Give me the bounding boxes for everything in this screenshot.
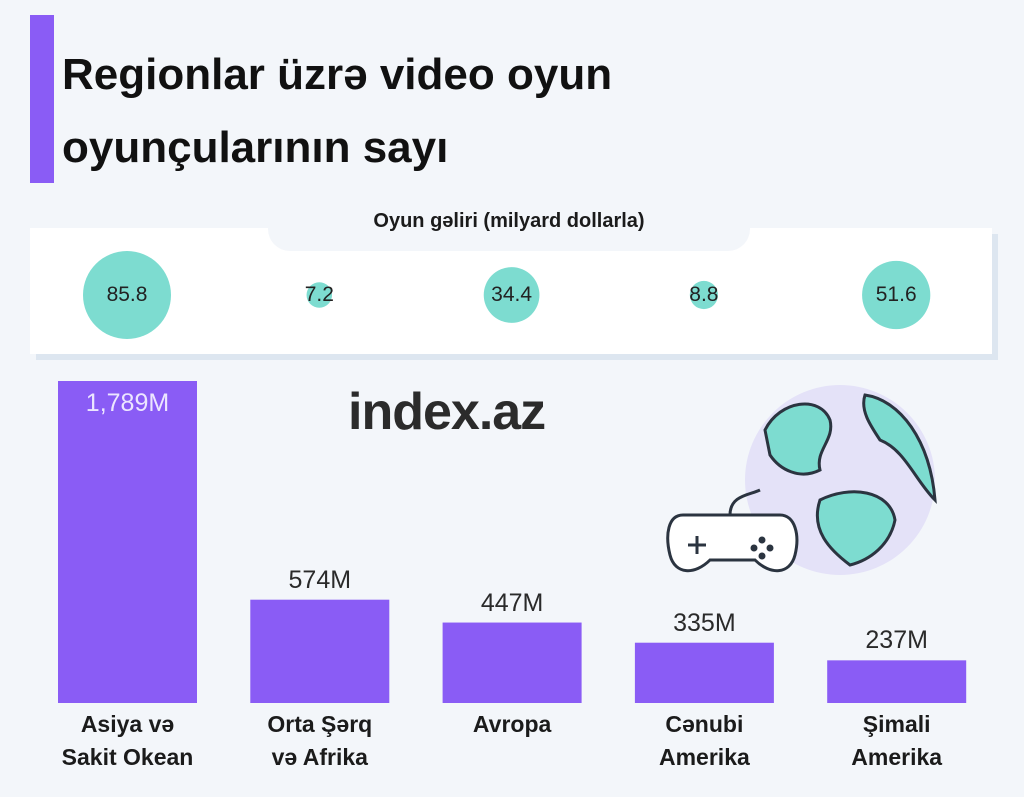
value-label: 1,789M	[85, 389, 170, 417]
bar	[442, 622, 582, 703]
x-tick-label: Şimali Amerika	[851, 711, 943, 770]
subtitle-pill	[268, 203, 750, 251]
bar	[58, 381, 197, 703]
bar	[827, 660, 967, 703]
x-tick-label: Asiya və Sakit Okean	[61, 711, 194, 770]
logo: index.az	[348, 383, 546, 441]
bar	[250, 599, 390, 703]
value-label: 574M	[288, 565, 352, 594]
bubble-label: 34.4	[491, 283, 533, 306]
bubble-title: Oyun gəliri (milyard dollarla)	[373, 210, 645, 232]
x-tick-label: Orta Şərq və Afrika	[267, 711, 373, 770]
bubble	[862, 260, 931, 330]
chart-title: Regionlar üzrə video oyun oyunçularının …	[62, 50, 613, 172]
bubble-label: 85.8	[106, 283, 148, 306]
bubble-label: 51.6	[875, 283, 917, 306]
value-label: 447M	[480, 588, 544, 617]
value-label: 237M	[865, 626, 928, 655]
value-label: 335M	[673, 608, 736, 637]
bubble	[689, 280, 718, 310]
bar	[634, 642, 774, 703]
bubble	[83, 251, 171, 339]
x-tick-label: Avropa	[472, 711, 552, 737]
bubble-label: 7.2	[304, 283, 334, 306]
title-accent	[30, 15, 54, 183]
bubble	[483, 267, 540, 323]
globe-illustration	[666, 385, 937, 575]
bubble	[306, 282, 333, 308]
x-tick-label: Cənubi Amerika	[659, 711, 750, 770]
bubble-label: 8.8	[689, 283, 719, 306]
